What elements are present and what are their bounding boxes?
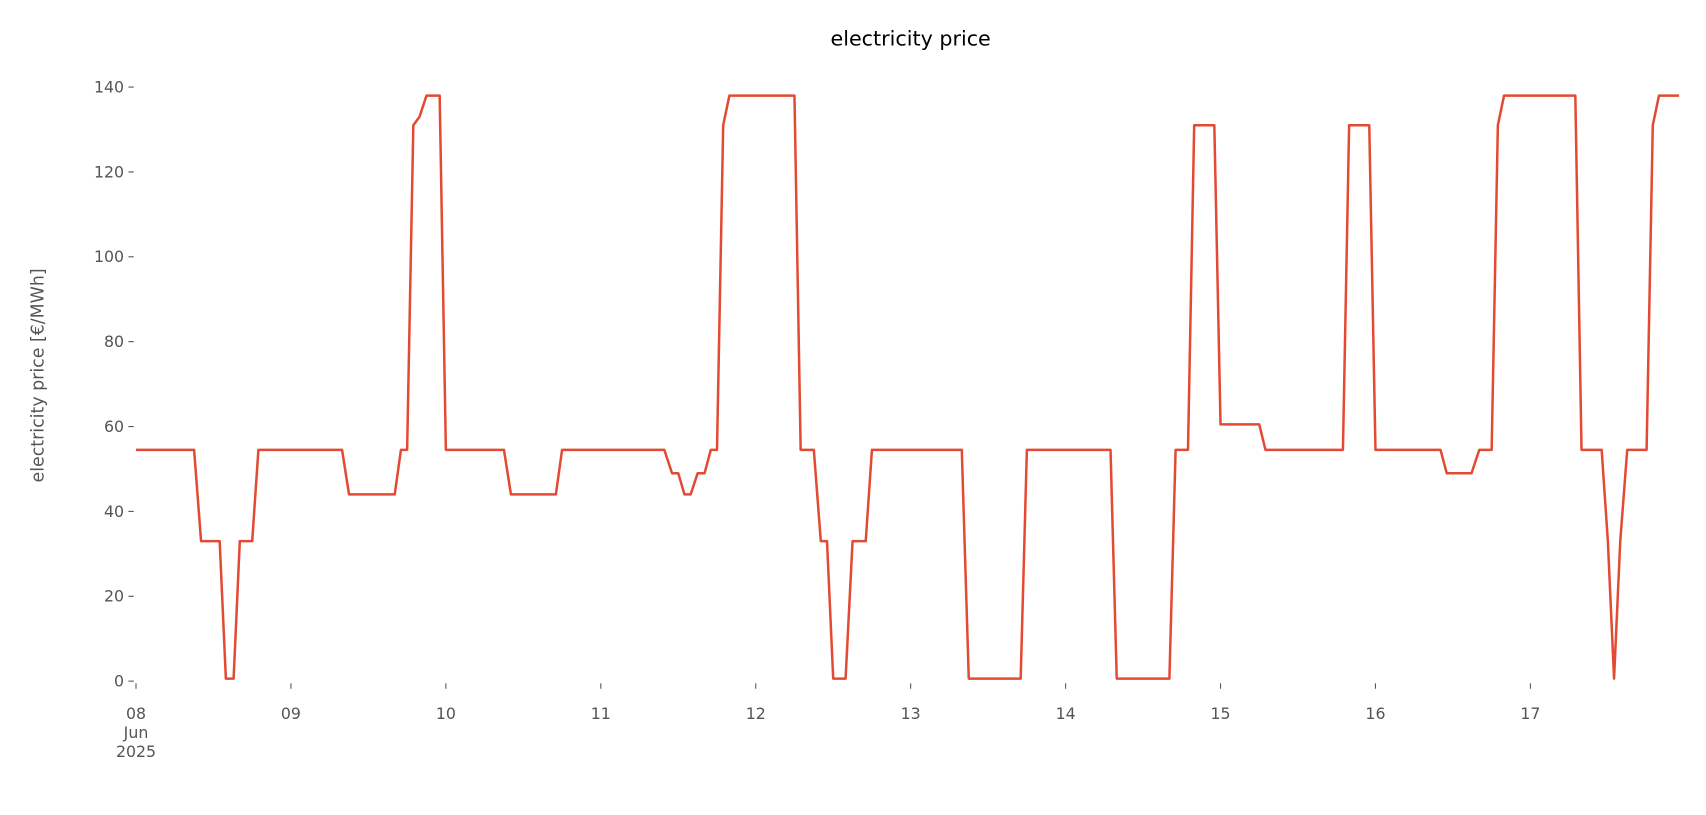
y-tick-label: 140 [94,78,124,97]
y-tick-label: 60 [104,417,124,436]
x-tick-label: 12 [746,704,766,723]
y-tick-label: 0 [114,672,124,691]
x-tick-label: 13 [901,704,921,723]
x-tick-label: 09 [281,704,301,723]
x-tick-label: 11 [591,704,611,723]
price-line [136,94,1680,680]
y-tick-label: 40 [104,502,124,521]
y-axis-label: electricity price [€/MWh] [29,268,49,482]
x-tick-label: 14 [1056,704,1076,723]
chart-title: electricity price [831,27,991,51]
x-tick-label: 08 Jun 2025 [116,704,156,761]
x-tick-label: 17 [1520,704,1540,723]
y-tick-label: 20 [104,587,124,606]
x-tick-label: 16 [1365,704,1385,723]
y-tick-label: 80 [104,332,124,351]
x-tick-label: 15 [1210,704,1230,723]
y-tick-label: 120 [94,162,124,181]
x-tick-label: 10 [436,704,456,723]
y-tick-label: 100 [94,247,124,266]
